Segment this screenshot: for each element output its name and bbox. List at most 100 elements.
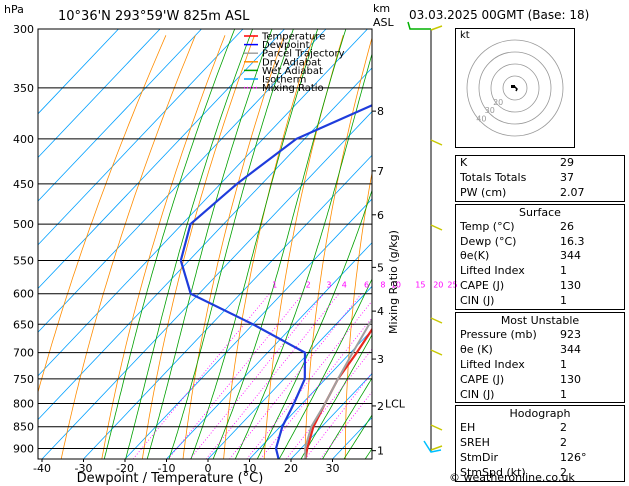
hodograph-panel: 20 30 40 kt: [455, 28, 575, 148]
table-row: CIN (J) 1: [456, 388, 624, 403]
temperature-tick-label: 30: [326, 462, 340, 475]
table-row: K 29: [456, 156, 624, 171]
dewpoint-profile: [179, 104, 372, 459]
pressure-tick-label: 450: [13, 178, 34, 191]
hodograph-ring: [490, 63, 540, 113]
height-tick-label: 6: [377, 209, 384, 222]
table-row: Pressure (mb) 923: [456, 328, 624, 343]
isotherm-line: [207, 285, 372, 459]
wet-adiabat-line: [234, 52, 372, 459]
height-tick-label: 2: [377, 400, 384, 413]
mixing-ratio-label: 25: [447, 280, 457, 289]
height-tick-label: 1: [377, 445, 384, 458]
row-label: Dewp (°C): [460, 234, 517, 248]
wind-bottom-indicator: [423, 440, 442, 453]
row-value: 16.3: [560, 234, 585, 248]
pressure-tick-label: 550: [13, 254, 34, 267]
wet-adiabat-line: [278, 277, 372, 459]
isotherm-line: [38, 29, 285, 290]
height-tick-label: 8: [377, 105, 384, 118]
isotherm-line: [38, 67, 372, 421]
mixing-ratio-label: 10: [391, 280, 401, 289]
row-label: Lifted Index: [460, 357, 525, 371]
isotherm-line: [38, 29, 327, 333]
dry-adiabat-line: [344, 170, 372, 459]
mixing-ratio-axis-label: Mixing Ratio (g/kg): [387, 230, 400, 334]
mixing-ratio-line: [246, 300, 372, 459]
temperature-tick-label: 20: [284, 462, 298, 475]
row-value: 1: [560, 294, 567, 308]
row-value: 37: [560, 170, 574, 184]
pressure-tick-label: 750: [13, 373, 34, 386]
wind-indicator: [430, 317, 443, 324]
legend-label: Dewpoint: [262, 40, 310, 51]
hodograph-unit: kt: [460, 30, 470, 41]
most-unstable-title: Most Unstable: [500, 314, 580, 328]
dry-adiabat-line: [38, 35, 167, 394]
legend-label: Temperature: [261, 32, 325, 43]
table-row: CAPE (J) 130: [456, 279, 624, 294]
temperature-tick-label: -10: [158, 462, 176, 475]
pressure-tick-label: 700: [13, 347, 34, 360]
pressure-unit-label: hPa: [4, 3, 24, 16]
table-row: CIN (J) 1: [456, 294, 624, 309]
wet-adiabat-line: [256, 188, 372, 459]
axis-labels: 300350400450500550600650700750800850900-…: [13, 23, 458, 475]
wet-adiabat-line: [125, 29, 253, 459]
row-label: K: [460, 156, 468, 169]
mixing-ratio-line: [167, 293, 304, 459]
mixing-ratio-line: [189, 293, 325, 459]
dry-adiabat-line: [142, 35, 255, 459]
temperature-tick-label: -30: [75, 462, 93, 475]
pressure-isobars: [38, 28, 372, 450]
mixing-ratio-label: 20: [433, 280, 443, 289]
wind-indicator: [430, 349, 443, 356]
dry-adiabat-line: [60, 35, 196, 459]
storm-motion-marker: [511, 85, 515, 88]
row-value: 29: [560, 156, 574, 169]
row-value: 130: [560, 372, 581, 386]
pressure-tick-label: 800: [13, 398, 34, 411]
table-row: PW (cm) 2.07: [456, 186, 624, 201]
table-row: CAPE (J) 130: [456, 373, 624, 388]
row-value: 2: [560, 466, 567, 480]
mixing-ratio-line: [132, 293, 270, 459]
pressure-tick-label: 600: [13, 288, 34, 301]
most-unstable-table: Most Unstable Pressure (mb) 923 θe (K) 344 L…: [455, 312, 625, 404]
height-tick-label: 5: [377, 261, 384, 274]
table-row: StmSpd (kt) 2: [456, 466, 624, 481]
row-value: 2: [560, 436, 567, 450]
asl-unit-label: ASL: [373, 16, 395, 29]
row-label: Temp (°C): [460, 219, 515, 233]
wind-indicator: [430, 139, 443, 146]
height-tick-label: 4: [377, 305, 384, 318]
row-label: CAPE (J): [460, 279, 505, 293]
row-label: θe (K): [460, 342, 493, 356]
isotherm-line: [38, 29, 119, 115]
datetime-label: 03.03.2025 00GMT (Base: 18): [409, 8, 590, 22]
wet-adiabat-line: [300, 334, 372, 459]
km-unit-label: km: [373, 2, 390, 15]
indices-table: K 29 Totals Totals 37 PW (cm) 2.07: [455, 155, 625, 202]
isotherm-line: [38, 29, 368, 377]
info-panel: K 29 Totals Totals 37 PW (cm) 2.07 Surface Te…: [455, 155, 625, 484]
hodograph-table: Hodograph EH 2 SREH 2 StmDir 126° StmSpd (kt) 2: [455, 405, 625, 483]
row-label: Lifted Index: [460, 264, 525, 278]
mixing-ratio-label: 6: [364, 280, 369, 289]
wind-indicator: [430, 445, 443, 451]
row-label: θe(K): [460, 249, 490, 263]
height-tick-label: 7: [377, 165, 384, 178]
mixing-ratio-line: [229, 293, 362, 459]
dry-adiabat-line: [263, 35, 344, 459]
wind-profile: [407, 21, 443, 453]
lcl-label: LCL: [385, 398, 406, 411]
mixing-ratio-label: 4: [342, 280, 347, 289]
pressure-tick-label: 850: [13, 421, 34, 434]
pressure-tick-label: 500: [13, 218, 34, 231]
legend-label: Isotherm: [262, 75, 306, 86]
table-row: Totals Totals 37: [456, 171, 624, 186]
table-row: Dewp (°C) 16.3: [456, 235, 624, 250]
height-tick-label: 3: [377, 353, 384, 366]
